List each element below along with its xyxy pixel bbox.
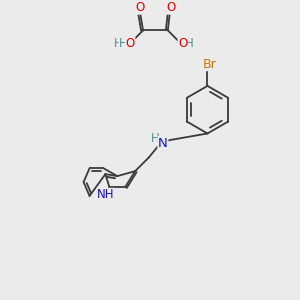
Text: O: O [178,37,187,50]
Text: O: O [126,37,135,50]
Text: HO: HO [114,37,132,50]
Text: Br: Br [202,58,216,70]
Text: N: N [158,137,168,150]
Text: O: O [166,1,176,14]
Text: H: H [151,132,159,145]
Text: H: H [119,37,128,50]
Text: H: H [185,37,194,50]
Text: NH: NH [97,188,114,201]
Text: O: O [136,1,145,14]
